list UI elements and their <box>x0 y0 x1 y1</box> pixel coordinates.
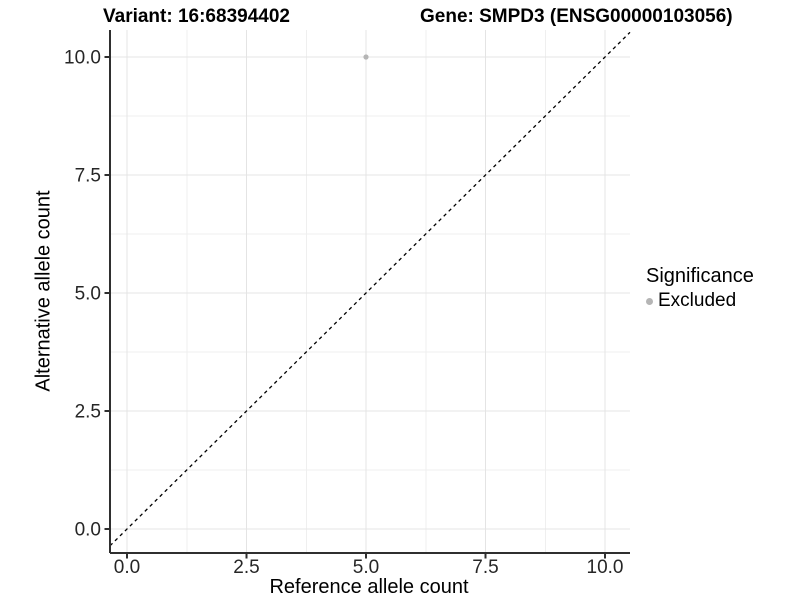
x-tick-label: 0.0 <box>114 557 140 578</box>
gridlines-major <box>110 30 630 553</box>
plot-title-gene: Gene: SMPD3 (ENSG00000103056) <box>420 6 733 27</box>
y-tick-label: 0.0 <box>75 520 101 541</box>
x-axis-title: Reference allele count <box>269 576 469 598</box>
identity-reference-line <box>109 31 631 547</box>
tick-marks <box>104 56 606 559</box>
x-tick-label: 5.0 <box>353 557 379 578</box>
legend: Significance Excluded <box>646 265 754 312</box>
y-tick-label: 10.0 <box>64 48 101 69</box>
tick-labels: 0.0 2.5 5.0 7.5 10.0 0.0 2.5 5.0 7.5 10.0 <box>64 48 623 579</box>
data-point-excluded <box>363 54 369 60</box>
y-tick-label: 5.0 <box>75 284 101 305</box>
x-tick-label: 7.5 <box>472 557 498 578</box>
legend-entry-label: Excluded <box>658 290 737 311</box>
plot-title-variant: Variant: 16:68394402 <box>103 6 290 27</box>
gridlines-minor <box>110 30 630 553</box>
axis-lines <box>109 30 630 554</box>
excluded-point-swatch-icon <box>646 297 653 305</box>
y-tick-label: 2.5 <box>75 402 101 423</box>
data-points <box>363 54 369 60</box>
legend-entry-excluded: Excluded <box>646 290 754 312</box>
x-tick-label: 10.0 <box>587 557 624 578</box>
x-tick-label: 2.5 <box>233 557 259 578</box>
legend-title: Significance <box>646 265 754 287</box>
y-tick-label: 7.5 <box>75 166 101 187</box>
